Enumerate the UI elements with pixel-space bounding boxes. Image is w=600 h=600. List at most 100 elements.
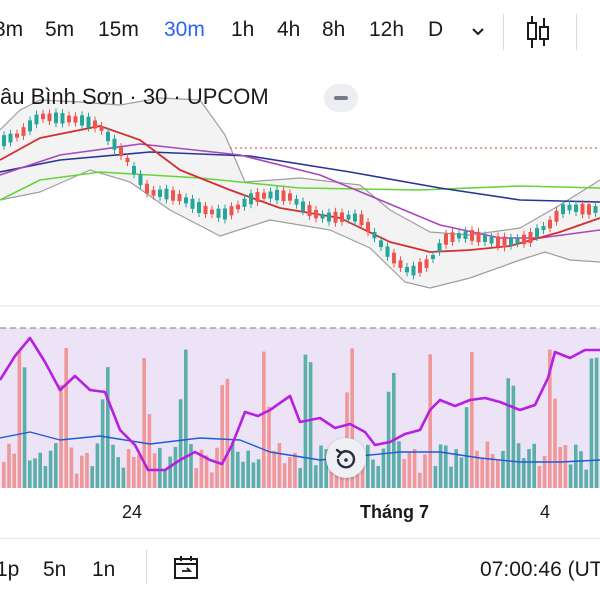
volume-bar	[246, 450, 250, 488]
volume-bar	[95, 443, 100, 488]
volume-bar	[17, 351, 22, 488]
volume-bar	[511, 385, 516, 488]
volume-bar	[366, 444, 370, 488]
candle-body	[197, 202, 201, 213]
candle-body	[47, 113, 52, 122]
candle-body	[509, 237, 513, 246]
volume-bar	[12, 453, 16, 488]
timeframe-15m[interactable]: 15m	[98, 18, 139, 41]
candle-body	[21, 127, 26, 136]
volume-bar	[158, 447, 162, 488]
candle-body	[112, 138, 117, 150]
volume-bar	[371, 459, 375, 488]
candle-body	[8, 133, 13, 143]
range-1p[interactable]: 1p	[0, 558, 20, 581]
candle-body	[561, 204, 565, 215]
minus-icon	[334, 96, 348, 100]
candle-body	[15, 133, 19, 138]
volume-bar	[490, 454, 495, 488]
volume-bar	[329, 471, 334, 488]
candle-body	[28, 120, 32, 132]
candle-body	[190, 198, 195, 209]
candlestick-icon[interactable]	[524, 14, 552, 50]
candle-body	[138, 174, 143, 186]
volume-bar	[376, 465, 380, 488]
timeframe-5m[interactable]: 5m	[45, 18, 75, 41]
timeframe-30m[interactable]: 30m	[164, 18, 205, 41]
timeframe-12h[interactable]: 12h	[369, 18, 405, 41]
volume-bar	[230, 441, 235, 488]
collapse-legend-button[interactable]	[324, 84, 358, 112]
volume-bar	[480, 457, 484, 488]
go-to-date-icon[interactable]	[172, 554, 202, 582]
volume-bar	[423, 454, 427, 488]
range-5n[interactable]: 5n	[43, 558, 67, 581]
timeframe-d[interactable]: D	[428, 18, 444, 41]
timeframe-4h[interactable]: 4h	[277, 18, 301, 41]
volume-bar	[381, 448, 386, 488]
symbol-title[interactable]: âu Bình Sơn · 30 · UPCOM	[0, 84, 269, 109]
volume-bar	[553, 398, 557, 488]
volume-bar	[100, 399, 105, 488]
volume-bar	[475, 450, 479, 488]
candle-body	[80, 115, 84, 126]
volume-bar	[116, 457, 120, 488]
candle-body	[288, 193, 292, 201]
timeframe-1h[interactable]: 1h	[231, 18, 255, 41]
timeframe-8h[interactable]: 8h	[322, 18, 346, 41]
volume-bar	[90, 466, 94, 488]
reset-chart-button[interactable]	[326, 438, 366, 478]
chevron-down-icon[interactable]	[470, 26, 486, 38]
timeframe-3m[interactable]: 3m	[0, 18, 24, 41]
volume-bar	[444, 445, 448, 488]
candle-body	[470, 230, 474, 241]
volume-bar	[184, 349, 188, 488]
candle-body	[132, 165, 136, 175]
rsi-band	[0, 328, 600, 488]
volume-bar	[314, 465, 318, 488]
volume-bar	[28, 460, 32, 488]
volume-bar	[2, 461, 6, 488]
volume-bar	[542, 455, 547, 488]
candle-body	[528, 231, 533, 243]
candle-body	[346, 214, 351, 220]
volume-bar	[267, 406, 271, 488]
bottom-bar-border	[0, 538, 600, 539]
volume-bar	[74, 473, 79, 488]
volume-bar	[215, 447, 219, 488]
candle-body	[99, 125, 104, 131]
candle-body	[294, 198, 299, 205]
candle-body	[548, 219, 552, 229]
candle-body	[242, 198, 247, 207]
volume-bar	[54, 443, 58, 488]
candle-body	[216, 208, 221, 218]
candle-body	[496, 236, 500, 247]
volume-bar	[59, 385, 63, 488]
candle-body	[86, 116, 91, 128]
volume-bar	[173, 446, 178, 488]
candle-body	[398, 260, 403, 268]
volume-bar	[428, 354, 432, 488]
candle-body	[54, 112, 58, 124]
volume-bar	[7, 443, 11, 488]
volume-bar	[163, 469, 167, 488]
candle-body	[301, 201, 305, 212]
price-chart[interactable]	[0, 60, 600, 490]
volume-bar	[532, 443, 536, 488]
volume-bar	[80, 455, 84, 488]
candle-body	[158, 189, 162, 197]
volume-bar	[568, 464, 573, 488]
candle-body	[483, 235, 487, 243]
range-1n[interactable]: 1n	[92, 558, 116, 581]
candle-body	[184, 197, 188, 204]
volume-bar	[496, 459, 500, 488]
volume-bar	[111, 444, 115, 488]
candle-body	[41, 113, 45, 120]
volume-bar	[464, 407, 469, 488]
candle-body	[353, 213, 357, 222]
volume-bar	[69, 447, 74, 488]
candle-body	[229, 206, 234, 216]
volume-bar	[392, 372, 396, 488]
volume-bar	[272, 450, 276, 488]
volume-bar	[225, 378, 230, 488]
